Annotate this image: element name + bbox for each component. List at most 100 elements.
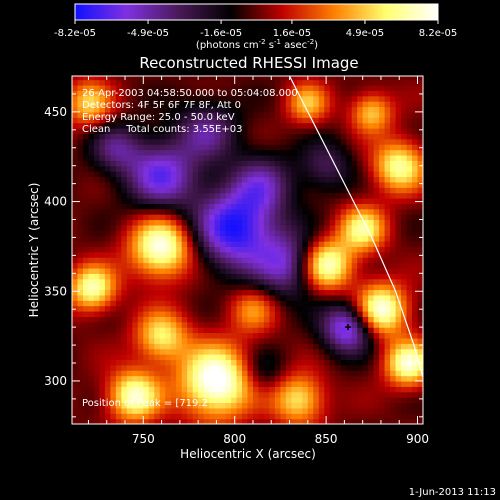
heatmap-cell: [209, 375, 216, 382]
heatmap-cell: [187, 294, 194, 301]
heatmap-cell: [88, 337, 95, 344]
heatmap-cell: [335, 364, 342, 371]
heatmap-cell: [220, 138, 227, 145]
y-tick-label: 400: [44, 195, 67, 209]
heatmap-cell: [291, 359, 298, 366]
heatmap-cell: [379, 95, 386, 102]
heatmap-cell: [209, 197, 216, 204]
heatmap-cell: [406, 203, 413, 210]
y-axis-label: Heliocentric Y (arcsec): [27, 183, 41, 318]
heatmap-cell: [258, 370, 265, 377]
heatmap-cell: [384, 337, 391, 344]
heatmap-cell: [115, 171, 122, 178]
heatmap-cell: [132, 300, 139, 307]
heatmap-cell: [335, 219, 342, 226]
heatmap-cell: [280, 149, 287, 156]
heatmap-cell: [280, 101, 287, 108]
heatmap-cell: [285, 101, 292, 108]
heatmap-cell: [390, 343, 397, 350]
heatmap-cell: [236, 300, 243, 307]
heatmap-cell: [132, 273, 139, 280]
heatmap-cell: [368, 95, 375, 102]
heatmap-cell: [373, 262, 380, 269]
heatmap-cell: [99, 305, 106, 312]
heatmap-cell: [214, 214, 221, 221]
heatmap-cell: [220, 375, 227, 382]
heatmap-cell: [143, 165, 150, 172]
heatmap-cell: [220, 278, 227, 285]
heatmap-cell: [362, 343, 369, 350]
heatmap-cell: [373, 176, 380, 183]
heatmap-cell: [247, 316, 254, 323]
heatmap-cell: [93, 176, 101, 183]
heatmap-cell: [313, 144, 320, 151]
heatmap-cell: [291, 380, 298, 387]
heatmap-cell: [115, 235, 122, 242]
heatmap-cell: [417, 267, 423, 274]
heatmap-cell: [231, 171, 238, 178]
heatmap-cell: [72, 294, 79, 301]
heatmap-cell: [351, 187, 358, 194]
heatmap-cell: [346, 391, 353, 398]
heatmap-cell: [203, 197, 210, 204]
heatmap-cell: [329, 214, 336, 221]
heatmap-cell: [203, 251, 210, 258]
heatmap-cell: [165, 364, 172, 371]
heatmap-cell: [346, 230, 353, 237]
heatmap-cell: [170, 418, 177, 424]
heatmap-cell: [340, 402, 347, 409]
heatmap-cell: [242, 327, 249, 334]
heatmap-cell: [176, 160, 183, 167]
heatmap-cell: [401, 316, 408, 323]
heatmap-cell: [390, 278, 397, 285]
heatmap-cell: [72, 230, 79, 237]
heatmap-cell: [362, 133, 369, 140]
heatmap-cell: [313, 359, 320, 366]
heatmap-cell: [225, 138, 232, 145]
heatmap-cell: [340, 321, 347, 328]
heatmap-cell: [165, 230, 172, 237]
heatmap-cell: [252, 176, 260, 183]
heatmap-cell: [274, 214, 281, 221]
heatmap-cell: [203, 391, 210, 398]
heatmap-cell: [412, 316, 419, 323]
heatmap-cell: [307, 122, 314, 129]
heatmap-cell: [242, 235, 249, 242]
heatmap-cell: [176, 197, 183, 204]
heatmap-cell: [192, 316, 199, 323]
heatmap-cell: [362, 327, 369, 334]
heatmap-cell: [291, 354, 298, 361]
heatmap-cell: [203, 90, 210, 97]
heatmap-cell: [368, 171, 375, 178]
heatmap-cell: [143, 208, 150, 215]
heatmap-cell: [373, 101, 380, 108]
heatmap-cell: [77, 294, 84, 301]
heatmap-cell: [187, 343, 194, 350]
heatmap-cell: [373, 402, 380, 409]
heatmap-cell: [187, 251, 194, 258]
heatmap-cell: [357, 391, 364, 398]
heatmap-cell: [126, 76, 133, 81]
heatmap-cell: [258, 235, 265, 242]
heatmap-cell: [198, 316, 205, 323]
heatmap-cell: [390, 316, 397, 323]
heatmap-cell: [99, 321, 106, 328]
heatmap-cell: [231, 90, 238, 97]
heatmap-cell: [252, 246, 260, 253]
heatmap-cell: [181, 327, 188, 334]
heatmap-cell: [143, 106, 150, 113]
heatmap-cell: [181, 300, 188, 307]
heatmap-cell: [82, 214, 90, 221]
heatmap-cell: [401, 397, 408, 404]
heatmap-cell: [137, 101, 144, 108]
heatmap-cell: [357, 101, 364, 108]
heatmap-cell: [291, 144, 298, 151]
heatmap-cell: [395, 273, 402, 280]
heatmap-cell: [395, 230, 402, 237]
heatmap-cell: [368, 278, 375, 285]
heatmap-cell: [324, 337, 331, 344]
heatmap-cell: [110, 241, 117, 248]
x-tick-label: 750: [132, 432, 155, 446]
heatmap-cell: [291, 122, 298, 129]
heatmap-cell: [121, 197, 128, 204]
